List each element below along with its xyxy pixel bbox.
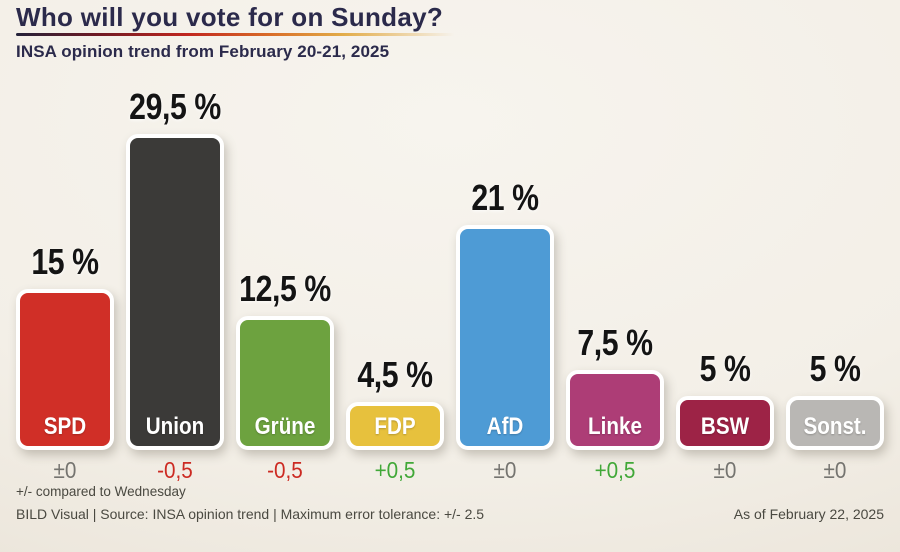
bar-party-label: Grüne	[254, 413, 316, 441]
bar-column-sonst: 5 % Sonst. ±0	[786, 90, 884, 483]
bar-value-label: 5 %	[809, 348, 861, 389]
bar-party-label: FDP	[374, 413, 416, 441]
bar-bsw: BSW	[676, 396, 774, 450]
bar-change-label: +0,5	[374, 457, 416, 483]
bar-value-label: 15 %	[31, 241, 99, 282]
bar-afd: AfD	[456, 225, 554, 450]
bar-value-label: 21 %	[471, 177, 539, 218]
bar-value-label: 4,5 %	[357, 354, 433, 395]
bar-party-label: Sonst.	[803, 413, 867, 441]
bar-sonst: Sonst.	[786, 396, 884, 450]
bar-column-fdp: 4,5 % FDP +0,5	[346, 90, 444, 483]
bar-change-label: +0,5	[594, 457, 636, 483]
bar-value-label: 5 %	[699, 348, 751, 389]
bar-spd: SPD	[16, 289, 114, 450]
bar-column-spd: 15 % SPD ±0	[16, 90, 114, 483]
subtitle: INSA opinion trend from February 20-21, …	[16, 42, 390, 61]
as-of-date: As of February 22, 2025	[733, 506, 884, 522]
bar-column-union: 29,5 % Union -0,5	[126, 89, 224, 483]
bar-column-linke: 7,5 % Linke +0,5	[566, 90, 664, 483]
bar-linke: Linke	[566, 370, 664, 450]
bar-chart: 15 % SPD ±0 29,5 % Union -0,5 12,5 % Grüne -0,5 4…	[16, 89, 884, 483]
source-line: BILD Visual | Source: INSA opinion trend…	[16, 506, 485, 522]
bar-grne: Grüne	[236, 316, 334, 450]
bar-value-label: 7,5 %	[577, 322, 653, 363]
bar-party-label: AfD	[486, 413, 524, 441]
bar-change-label: ±0	[493, 457, 517, 483]
bar-change-label: -0,5	[267, 457, 303, 483]
bar-change-label: ±0	[53, 457, 77, 483]
bar-party-label: SPD	[43, 413, 87, 441]
bar-column-afd: 21 % AfD ±0	[456, 90, 554, 483]
bar-party-label: Linke	[588, 413, 642, 441]
bar-party-label: Union	[145, 413, 205, 441]
bar-change-label: -0,5	[157, 457, 193, 483]
bar-change-label: ±0	[823, 457, 847, 483]
page-title: Who will you vote for on Sunday?	[16, 2, 444, 32]
bar-party-label: BSW	[700, 413, 750, 441]
bar-value-label: 29,5 %	[129, 86, 221, 127]
bar-value-label: 12,5 %	[239, 268, 331, 309]
change-note: +/- compared to Wednesday	[16, 484, 186, 499]
bar-fdp: FDP	[346, 402, 444, 450]
bar-change-label: ±0	[713, 457, 737, 483]
bar-union: Union	[126, 134, 224, 450]
bar-column-grne: 12,5 % Grüne -0,5	[236, 90, 334, 483]
bar-column-bsw: 5 % BSW ±0	[676, 90, 774, 483]
title-underline-gradient	[16, 33, 468, 36]
